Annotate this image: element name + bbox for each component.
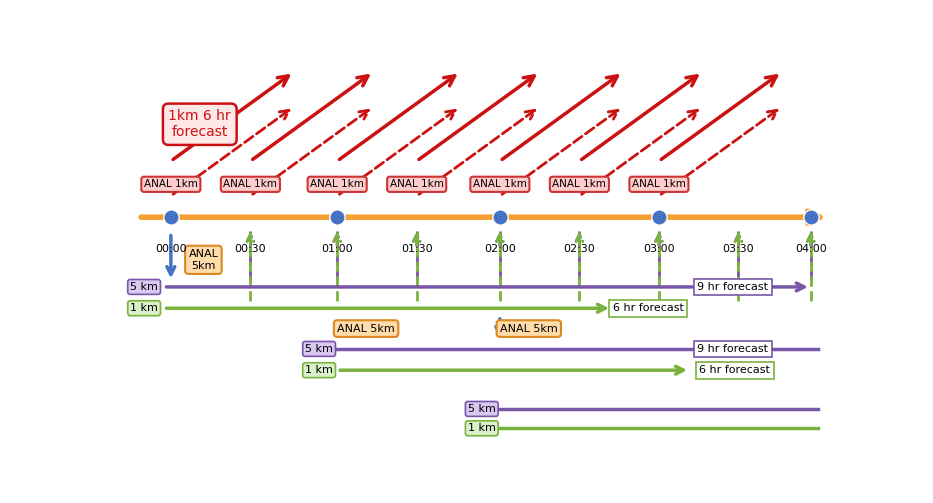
Text: ANAL 1km: ANAL 1km	[473, 179, 527, 189]
Text: 02:30: 02:30	[564, 244, 595, 255]
Text: ANAL 1km: ANAL 1km	[224, 179, 277, 189]
Text: 01:30: 01:30	[401, 244, 433, 255]
Text: ANAL 1km: ANAL 1km	[632, 179, 686, 189]
Text: ANAL 5km: ANAL 5km	[337, 323, 395, 333]
Text: 5 km: 5 km	[305, 344, 333, 354]
Text: 9 hr forecast: 9 hr forecast	[697, 282, 768, 292]
Text: 02:00: 02:00	[484, 244, 516, 255]
Text: 1 km: 1 km	[467, 424, 495, 433]
Text: ANAL 1km: ANAL 1km	[311, 179, 364, 189]
Text: 5 km: 5 km	[131, 282, 158, 292]
Text: 03:30: 03:30	[723, 244, 754, 255]
Text: 04:00: 04:00	[795, 244, 827, 255]
Text: 5 km: 5 km	[467, 404, 495, 414]
Text: 00:00: 00:00	[155, 244, 187, 255]
Text: ANAL 1km: ANAL 1km	[144, 179, 198, 189]
Text: ANAL 1km: ANAL 1km	[552, 179, 606, 189]
Text: 9 hr forecast: 9 hr forecast	[697, 344, 768, 354]
Text: 03:00: 03:00	[643, 244, 675, 255]
Text: 1km 6 hr
forecast: 1km 6 hr forecast	[169, 109, 231, 139]
Text: 6 hr forecast: 6 hr forecast	[700, 365, 771, 375]
Text: 1 km: 1 km	[305, 365, 333, 375]
Text: 00:30: 00:30	[234, 244, 266, 255]
Text: ANAL 5km: ANAL 5km	[500, 323, 558, 333]
Text: 1 km: 1 km	[131, 303, 158, 313]
Text: ANAL 1km: ANAL 1km	[390, 179, 443, 189]
Text: ANAL
5km: ANAL 5km	[188, 249, 218, 271]
Text: 6 hr forecast: 6 hr forecast	[613, 303, 684, 313]
Text: 01:00: 01:00	[321, 244, 353, 255]
